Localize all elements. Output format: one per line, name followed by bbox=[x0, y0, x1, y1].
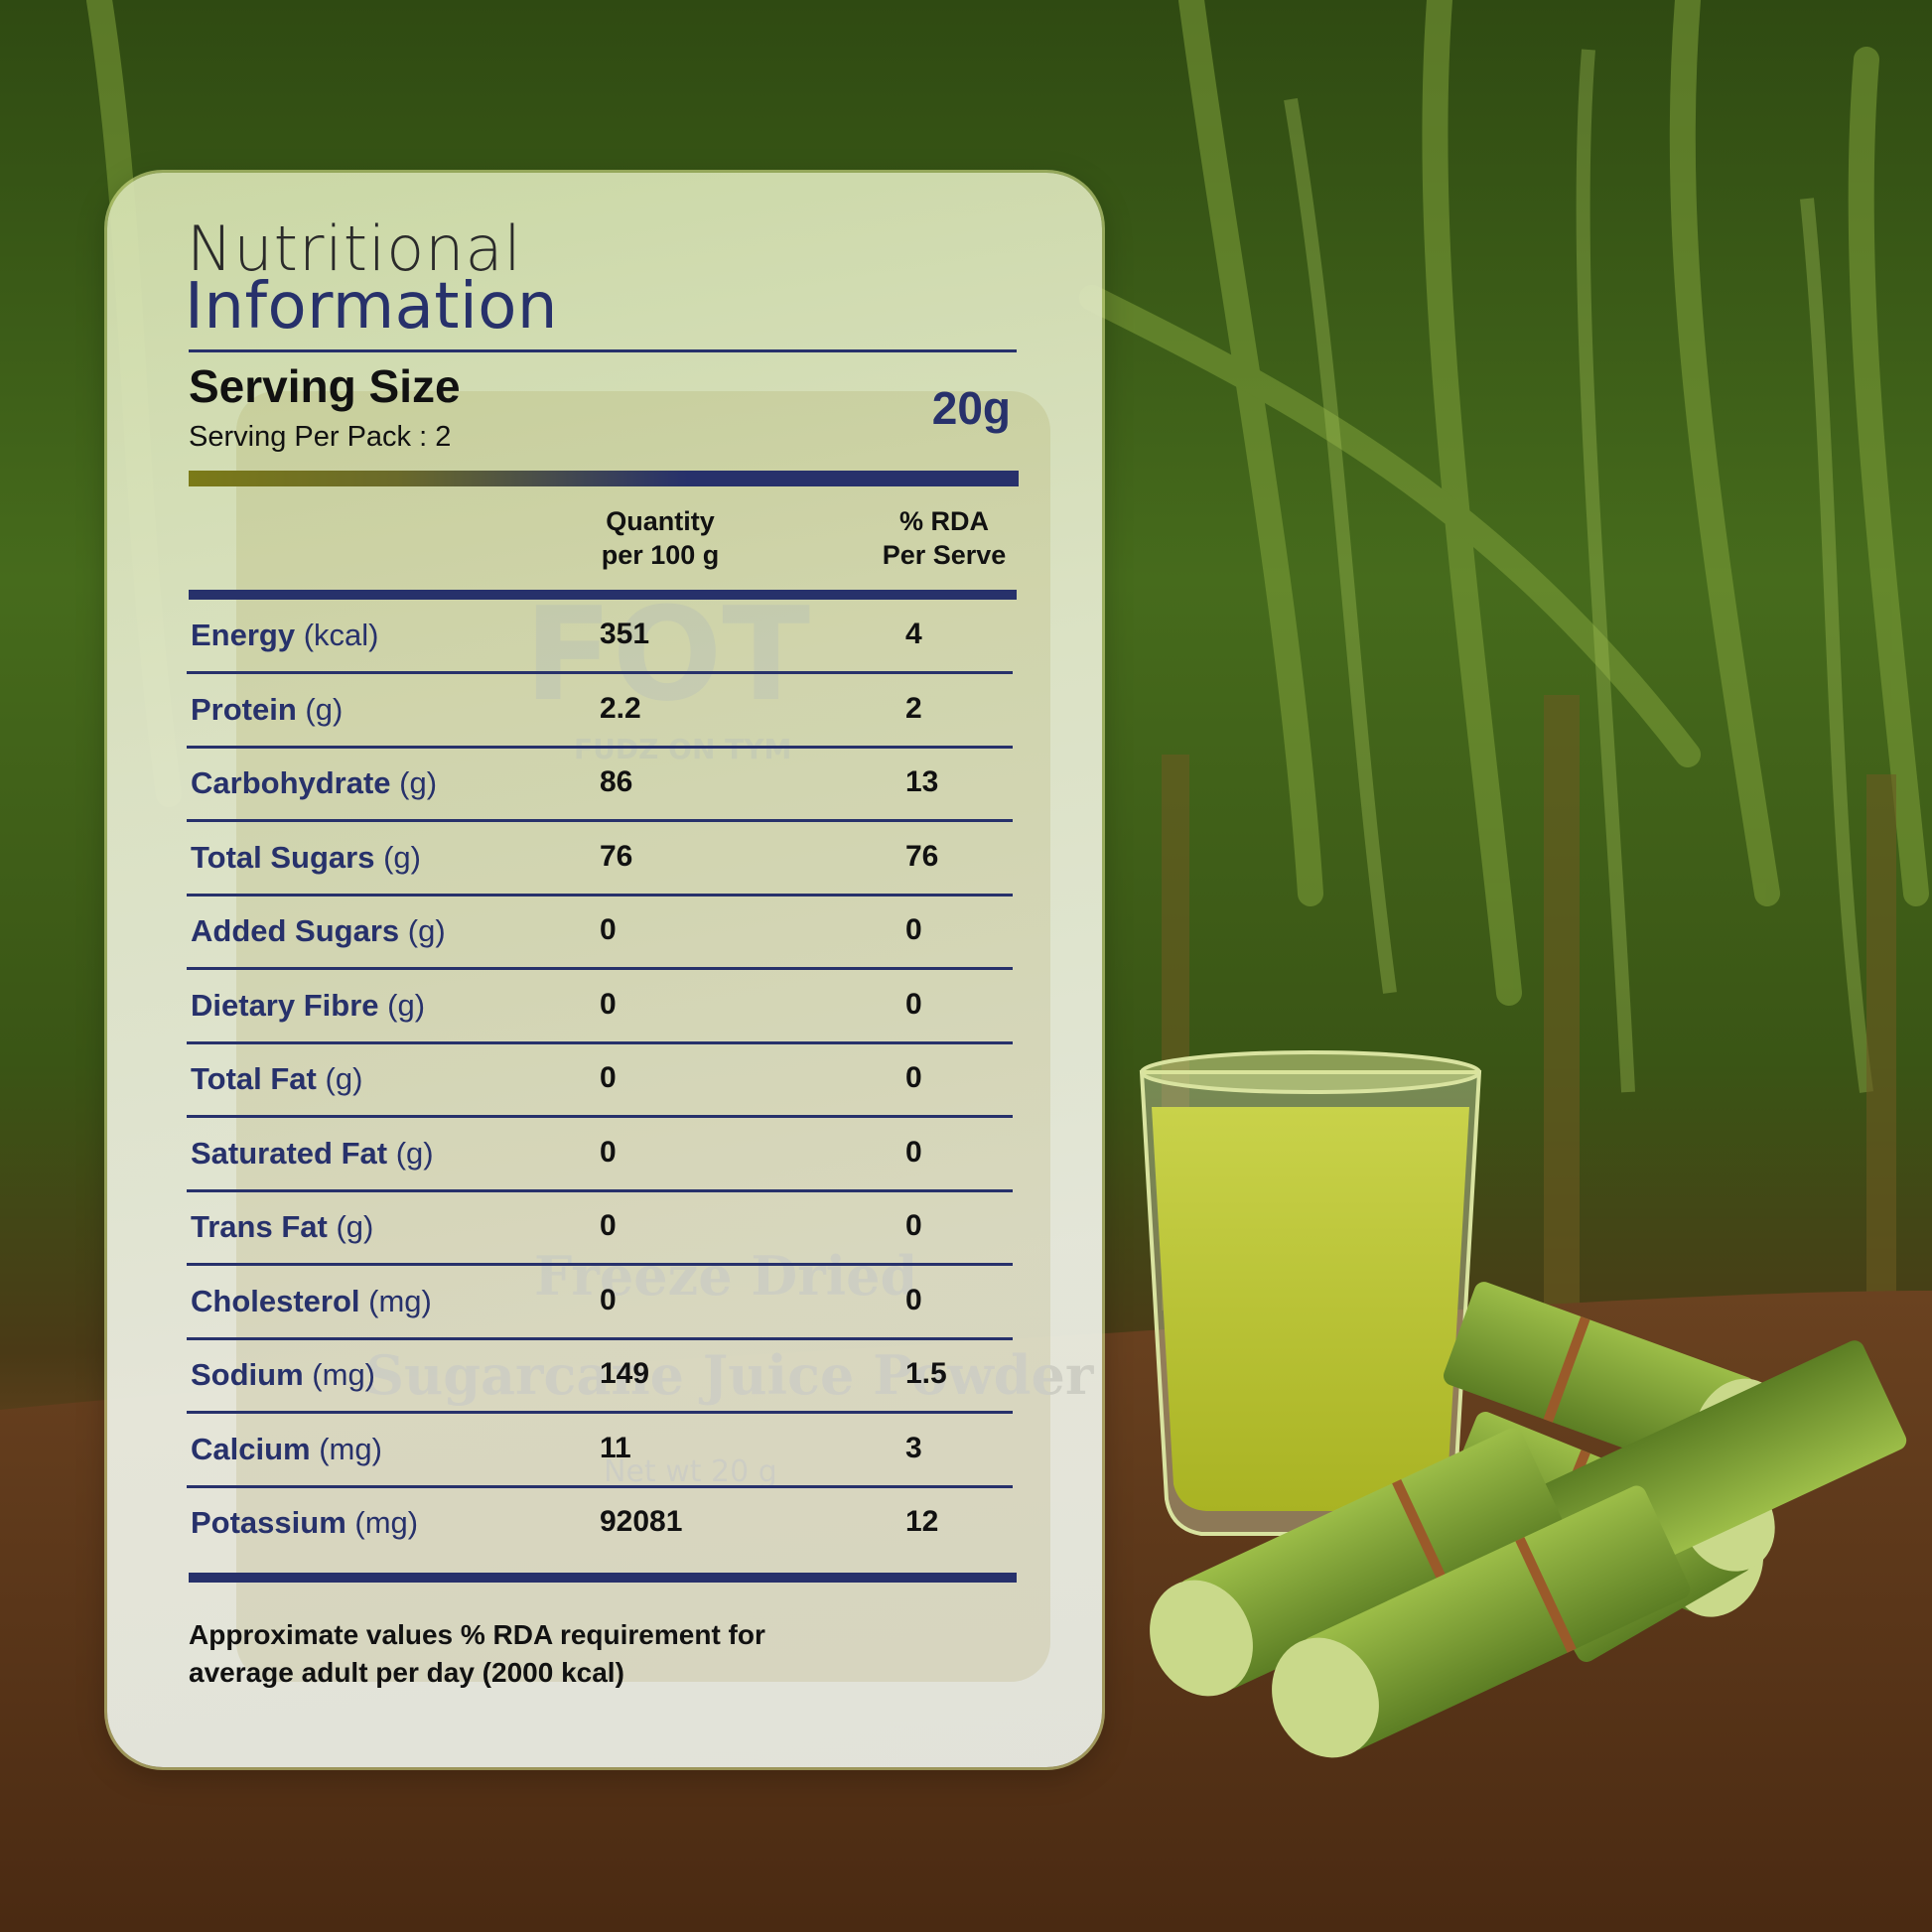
nutrient-name: Potassium bbox=[191, 1505, 346, 1540]
footnote: Approximate values % RDA requirement for… bbox=[189, 1616, 884, 1692]
nutrient-quantity: 0 bbox=[600, 1283, 617, 1316]
column-header-quantity-line2: per 100 g bbox=[601, 540, 720, 570]
nutrient-rda: 0 bbox=[905, 987, 922, 1021]
row-divider bbox=[187, 1115, 1013, 1118]
juice-glass bbox=[1139, 1050, 1482, 1536]
serving-size-label: Serving Size bbox=[189, 360, 461, 412]
nutrient-name: Total Sugars bbox=[191, 839, 375, 875]
serving-divider-bar bbox=[189, 471, 1019, 486]
nutrient-label: Potassium (mg) bbox=[191, 1505, 418, 1541]
nutrient-rda: 1.5 bbox=[905, 1357, 947, 1390]
nutrient-name: Protein bbox=[191, 691, 297, 727]
row-divider bbox=[187, 745, 1013, 749]
nutrient-unit: (g) bbox=[383, 839, 421, 875]
table-header-divider bbox=[189, 590, 1017, 600]
nutrient-rda: 13 bbox=[905, 765, 939, 798]
nutrient-name: Energy bbox=[191, 618, 296, 652]
nutrient-quantity: 86 bbox=[600, 765, 633, 798]
nutrient-quantity: 2.2 bbox=[600, 691, 641, 725]
nutrient-label: Trans Fat (g) bbox=[191, 1209, 373, 1245]
serving-per-pack: Serving Per Pack : 2 bbox=[189, 421, 452, 453]
nutrient-label: Sodium (mg) bbox=[191, 1357, 375, 1393]
nutrient-quantity: 0 bbox=[600, 1135, 617, 1169]
nutrient-unit: (g) bbox=[395, 1135, 434, 1171]
nutrient-rda: 0 bbox=[905, 913, 922, 946]
nutrient-quantity: 0 bbox=[600, 1061, 617, 1094]
nutrient-label: Carbohydrate (g) bbox=[191, 765, 437, 801]
row-divider bbox=[187, 967, 1013, 970]
column-header-rda-line2: Per Serve bbox=[882, 540, 1007, 570]
nutrient-quantity: 0 bbox=[600, 1209, 617, 1242]
nutrient-unit: (mg) bbox=[319, 1431, 382, 1466]
nutrition-card bbox=[107, 173, 1102, 1767]
column-header-quantity: Quantity per 100 g bbox=[561, 504, 759, 572]
nutrient-unit: (g) bbox=[305, 691, 344, 727]
nutrient-quantity: 0 bbox=[600, 987, 617, 1021]
nutrient-label: Cholesterol (mg) bbox=[191, 1284, 432, 1319]
serving-size-value: 20g bbox=[931, 382, 1011, 434]
nutrient-name: Calcium bbox=[191, 1431, 311, 1466]
column-header-rda: % RDA Per Serve bbox=[845, 504, 1043, 572]
nutrient-label: Added Sugars (g) bbox=[191, 913, 446, 949]
nutrient-unit: (g) bbox=[399, 765, 438, 800]
nutrient-label: Protein (g) bbox=[191, 692, 343, 728]
title-line1: Nutritional bbox=[187, 212, 522, 285]
nutrient-unit: (g) bbox=[407, 913, 446, 948]
nutrient-quantity: 0 bbox=[600, 913, 617, 946]
nutrient-name: Carbohydrate bbox=[191, 765, 391, 800]
nutrient-name: Trans Fat bbox=[191, 1209, 328, 1244]
nutrient-label: Calcium (mg) bbox=[191, 1432, 382, 1467]
title-divider bbox=[189, 349, 1017, 352]
table-footer-divider bbox=[189, 1573, 1017, 1583]
nutrient-rda: 0 bbox=[905, 1209, 922, 1242]
nutrient-label: Total Sugars (g) bbox=[191, 840, 421, 876]
nutrient-quantity: 11 bbox=[600, 1431, 631, 1464]
nutrient-label: Energy (kcal) bbox=[191, 618, 379, 653]
nutrient-unit: (mg) bbox=[368, 1283, 432, 1318]
nutrient-unit: (g) bbox=[387, 987, 426, 1023]
row-divider bbox=[187, 1411, 1013, 1414]
nutrient-unit: (mg) bbox=[312, 1357, 376, 1392]
row-divider bbox=[187, 1336, 1013, 1340]
nutrient-rda: 4 bbox=[905, 618, 922, 650]
nutrient-rda: 3 bbox=[905, 1431, 922, 1464]
nutrient-rda: 0 bbox=[905, 1283, 922, 1316]
column-header-quantity-line1: Quantity bbox=[606, 506, 715, 536]
row-divider bbox=[187, 819, 1013, 822]
nutrient-rda: 12 bbox=[905, 1505, 939, 1538]
nutrient-unit: (g) bbox=[325, 1061, 363, 1096]
nutrient-rda: 76 bbox=[905, 839, 939, 873]
row-divider bbox=[187, 1188, 1013, 1192]
row-divider bbox=[187, 1263, 1013, 1266]
sugarcane-pieces bbox=[1150, 1282, 1907, 1758]
nutrient-name: Saturated Fat bbox=[191, 1135, 388, 1171]
nutrient-name: Sodium bbox=[191, 1357, 304, 1392]
nutrient-rda: 2 bbox=[905, 691, 922, 725]
nutrient-name: Cholesterol bbox=[191, 1283, 360, 1318]
row-divider bbox=[187, 893, 1013, 897]
nutrient-quantity: 92081 bbox=[600, 1505, 683, 1538]
footnote-line2: average adult per day (2000 kcal) bbox=[189, 1657, 624, 1688]
nutrient-rda: 0 bbox=[905, 1061, 922, 1094]
row-divider bbox=[187, 1484, 1013, 1488]
nutrient-name: Dietary Fibre bbox=[191, 987, 379, 1023]
nutrient-label: Total Fat (g) bbox=[191, 1061, 362, 1097]
title-line2: Information bbox=[185, 270, 558, 344]
nutrient-quantity: 351 bbox=[600, 618, 650, 650]
row-divider bbox=[187, 1040, 1013, 1044]
nutrient-name: Added Sugars bbox=[191, 913, 400, 948]
nutrient-unit: (kcal) bbox=[303, 618, 379, 652]
row-divider bbox=[187, 671, 1013, 674]
nutrient-quantity: 76 bbox=[600, 839, 633, 873]
nutrient-quantity: 149 bbox=[600, 1357, 650, 1390]
column-header-rda-line1: % RDA bbox=[898, 506, 989, 536]
nutrient-unit: (g) bbox=[336, 1209, 374, 1244]
footnote-line1: Approximate values % RDA requirement for bbox=[189, 1619, 765, 1650]
nutrient-rda: 0 bbox=[905, 1135, 922, 1169]
nutrient-label: Saturated Fat (g) bbox=[191, 1136, 434, 1172]
nutrient-name: Total Fat bbox=[191, 1061, 317, 1096]
nutrient-unit: (mg) bbox=[354, 1505, 419, 1540]
nutrient-label: Dietary Fibre (g) bbox=[191, 988, 425, 1024]
